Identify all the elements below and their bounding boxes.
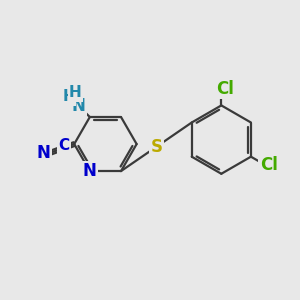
Text: Cl: Cl	[216, 80, 234, 98]
Text: N: N	[37, 144, 51, 162]
Text: Cl: Cl	[260, 156, 278, 174]
Text: N: N	[72, 97, 86, 115]
Text: N: N	[83, 162, 97, 180]
Text: S: S	[150, 138, 162, 156]
Text: C: C	[58, 138, 69, 153]
Text: H: H	[69, 85, 82, 100]
Text: H: H	[62, 89, 75, 104]
